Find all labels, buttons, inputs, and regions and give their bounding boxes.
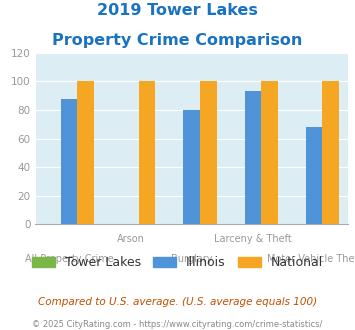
Text: Compared to U.S. average. (U.S. average equals 100): Compared to U.S. average. (U.S. average … <box>38 297 317 307</box>
Bar <box>261 82 278 224</box>
Bar <box>200 82 217 224</box>
Bar <box>184 110 200 224</box>
Bar <box>139 82 155 224</box>
Bar <box>245 91 261 224</box>
Bar <box>322 82 339 224</box>
Text: Larceny & Theft: Larceny & Theft <box>214 234 292 244</box>
Bar <box>306 127 322 224</box>
Text: All Property Crime: All Property Crime <box>25 254 114 264</box>
Bar <box>77 82 94 224</box>
Text: Motor Vehicle Theft: Motor Vehicle Theft <box>267 254 355 264</box>
Text: © 2025 CityRating.com - https://www.cityrating.com/crime-statistics/: © 2025 CityRating.com - https://www.city… <box>32 320 323 329</box>
Legend: Tower Lakes, Illinois, National: Tower Lakes, Illinois, National <box>27 251 328 274</box>
Text: 2019 Tower Lakes: 2019 Tower Lakes <box>97 3 258 18</box>
Text: Burglary: Burglary <box>171 254 212 264</box>
Text: Property Crime Comparison: Property Crime Comparison <box>52 33 303 48</box>
Bar <box>61 99 77 224</box>
Text: Arson: Arson <box>116 234 144 244</box>
